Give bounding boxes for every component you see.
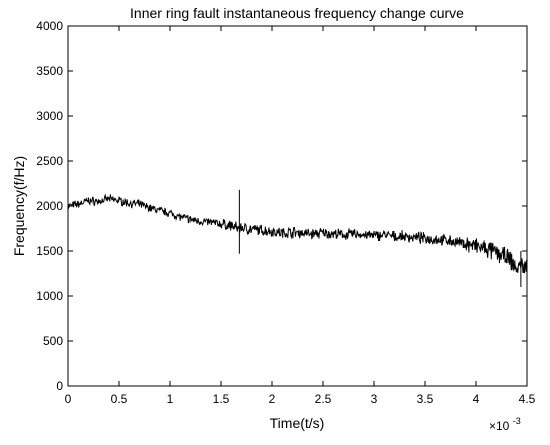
y-tick-label: 1500 [36, 244, 63, 258]
x-tick-label: 3.5 [417, 392, 434, 406]
y-tick-label: 3000 [36, 109, 63, 123]
x-tick-label: 4 [473, 392, 480, 406]
spike-group [238, 189, 522, 287]
x-axis-multiplier-exponent: -3 [513, 416, 521, 426]
x-axis-multiplier: ×10 -3 [489, 416, 521, 433]
chart-title: Inner ring fault instantaneous frequency… [130, 5, 464, 21]
x-axis-multiplier-base: ×10 [489, 419, 510, 433]
x-tick-label: 2.5 [315, 392, 332, 406]
y-axis-ticks: 0 500 1000 1500 2000 2500 3000 3500 4000 [36, 19, 527, 393]
x-tick-label: 0 [65, 392, 72, 406]
x-axis-ticks: 0 0.5 1 1.5 2 2.5 3 3.5 4 4.5 [65, 26, 536, 406]
x-tick-label: 3 [371, 392, 378, 406]
x-axis-label: Time(t/s) [270, 415, 325, 431]
plot-frame [67, 25, 528, 387]
y-tick-label: 2500 [36, 154, 63, 168]
y-axis-label: Frequency(f/Hz) [11, 156, 27, 256]
x-tick-label: 1.5 [213, 392, 230, 406]
y-tick-label: 2000 [36, 199, 63, 213]
y-tick-label: 4000 [36, 19, 63, 33]
x-tick-label: 2 [269, 392, 276, 406]
y-tick-label: 0 [56, 379, 63, 393]
y-tick-label: 3500 [36, 64, 63, 78]
x-tick-label: 4.5 [519, 392, 536, 406]
x-tick-label: 0.5 [111, 392, 128, 406]
series-line [67, 193, 528, 274]
y-tick-label: 1000 [36, 289, 63, 303]
x-tick-label: 1 [167, 392, 174, 406]
y-tick-label: 500 [43, 334, 63, 348]
